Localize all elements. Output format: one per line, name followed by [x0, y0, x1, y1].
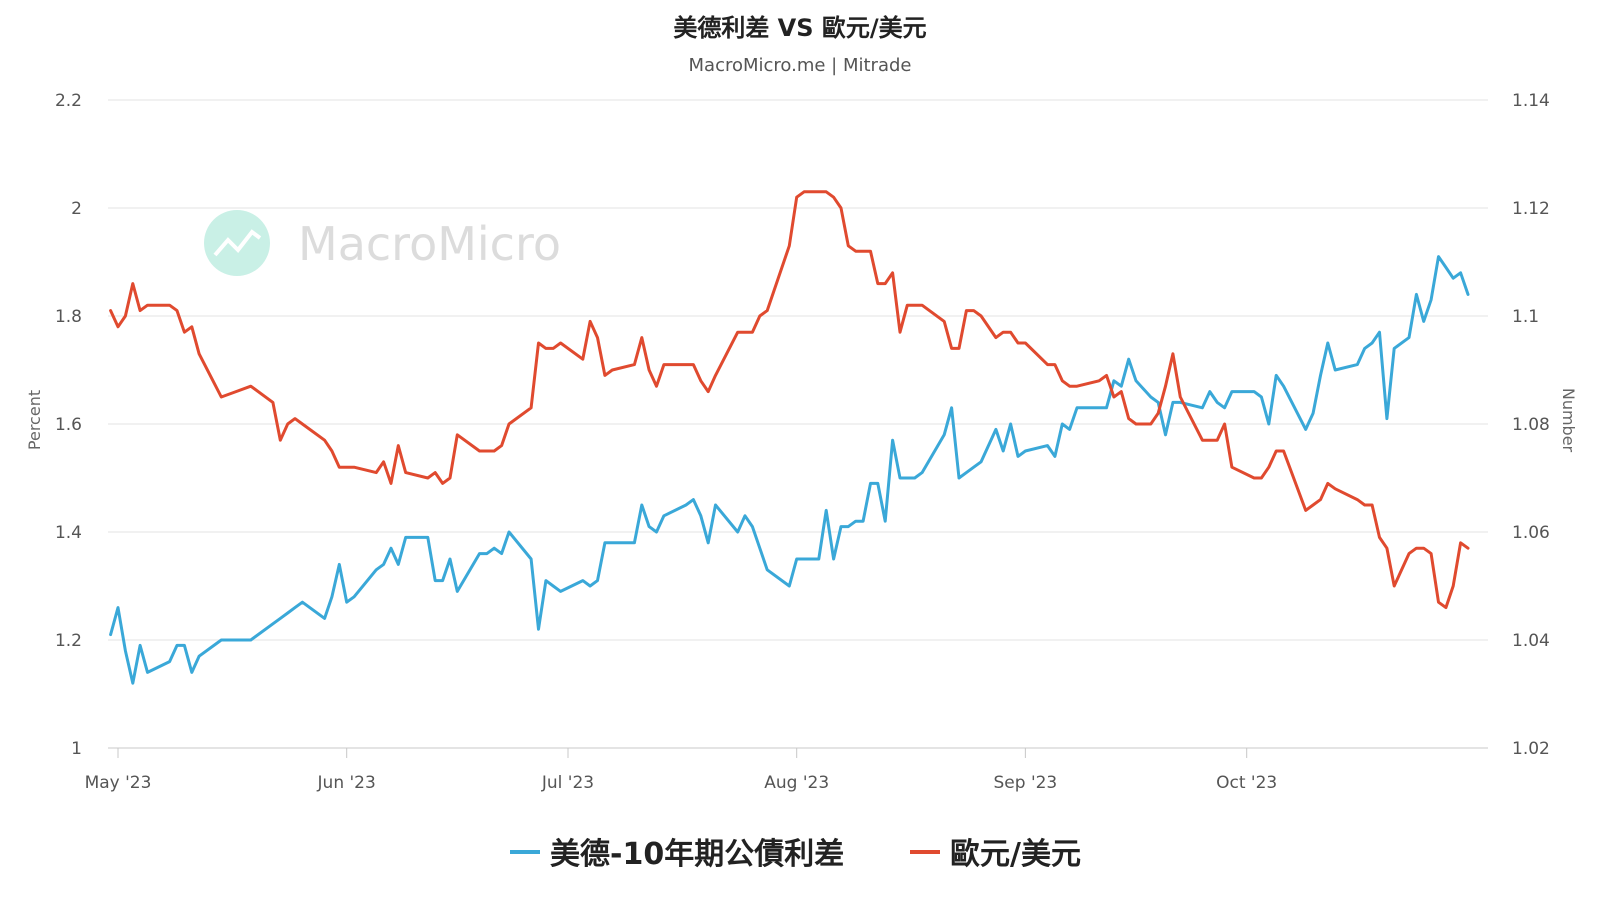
watermark-text: MacroMicro	[298, 217, 561, 271]
watermark-logo-icon	[204, 210, 270, 276]
right-tick-label: 1.12	[1512, 199, 1550, 219]
right-tick-label: 1.02	[1512, 739, 1550, 759]
x-tick-label: May '23	[85, 773, 152, 793]
x-tick-label: Jun '23	[317, 773, 376, 793]
right-tick-label: 1.06	[1512, 523, 1550, 543]
right-axis-label: Number	[1559, 388, 1578, 453]
legend-label-spread[interactable]: 美德-10年期公債利差	[550, 837, 844, 872]
x-tick-label: Oct '23	[1216, 773, 1277, 793]
right-tick-label: 1.1	[1512, 307, 1539, 327]
left-axis-label: Percent	[25, 390, 44, 450]
legend: 美德-10年期公債利差 歐元/美元	[510, 837, 1081, 872]
series-line-eurusd	[109, 190, 1470, 610]
left-tick-label: 2.2	[55, 91, 82, 111]
series-line-spread	[109, 255, 1470, 685]
x-tick-label: Jul '23	[541, 773, 594, 793]
right-tick-label: 1.08	[1512, 415, 1550, 435]
legend-label-eurusd[interactable]: 歐元/美元	[950, 837, 1081, 872]
chart-title: 美德利差 VS 歐元/美元	[673, 14, 926, 42]
watermark: MacroMicro	[204, 210, 561, 276]
left-tick-label: 2	[71, 199, 82, 219]
left-tick-label: 1.6	[55, 415, 82, 435]
right-axis-ticks: 1.02 1.04 1.06 1.08 1.1 1.12 1.14	[1512, 91, 1550, 759]
series-layer	[109, 190, 1470, 685]
chart-subtitle: MacroMicro.me | Mitrade	[689, 55, 912, 76]
right-tick-label: 1.04	[1512, 631, 1550, 651]
x-axis-ticks: May '23 Jun '23 Jul '23 Aug '23 Sep '23 Oct '…	[85, 747, 1488, 793]
right-tick-label: 1.14	[1512, 91, 1550, 111]
left-axis-ticks: 1 1.2 1.4 1.6 1.8 2 2.2	[55, 91, 82, 759]
watermark-logo-line	[213, 229, 262, 257]
x-tick-label: Aug '23	[764, 773, 829, 793]
left-tick-label: 1.8	[55, 307, 82, 327]
left-tick-label: 1.4	[55, 523, 82, 543]
left-tick-label: 1.2	[55, 631, 82, 651]
left-tick-label: 1	[71, 739, 82, 759]
x-tick-label: Sep '23	[994, 773, 1058, 793]
